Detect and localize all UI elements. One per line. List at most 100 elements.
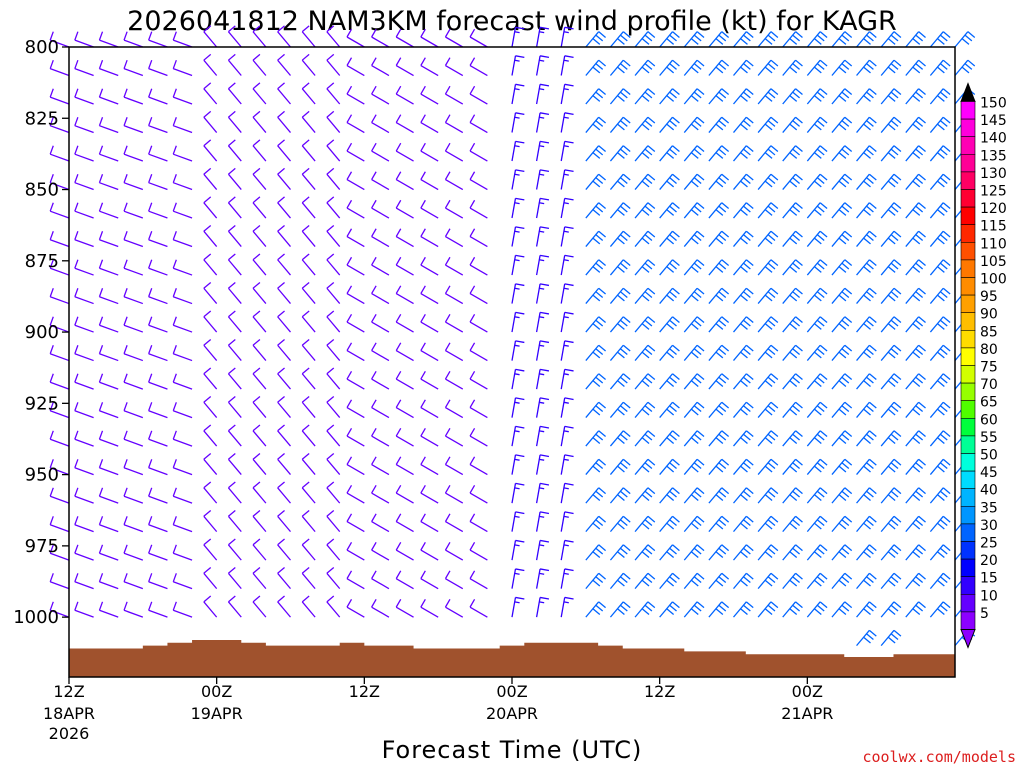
wind-barb — [905, 316, 926, 333]
wind-barb — [535, 340, 550, 361]
wind-barb — [420, 342, 439, 362]
wind-barb — [757, 230, 779, 247]
wind-barb — [371, 427, 390, 447]
wind-barb — [511, 482, 525, 504]
wind-barb — [733, 601, 754, 618]
wind-barb — [733, 344, 754, 361]
wind-barb — [444, 142, 464, 162]
x-tick-label: 00Z — [201, 682, 232, 701]
wind-barb — [905, 31, 926, 48]
wind-barb — [371, 142, 390, 162]
wind-barb — [905, 544, 926, 561]
wind-barb — [326, 53, 341, 76]
wind-barb — [683, 259, 705, 276]
wind-barb — [880, 88, 902, 105]
wind-barb — [395, 427, 414, 447]
wind-barb — [469, 370, 488, 390]
wind-barb — [634, 230, 656, 247]
colorbar-swatch — [960, 365, 976, 384]
wind-barb — [227, 196, 242, 219]
wind-barb — [49, 59, 70, 77]
wind-barb — [98, 202, 119, 219]
wind-barb — [905, 430, 926, 447]
wind-barb — [659, 230, 680, 247]
wind-barb — [49, 373, 70, 390]
wind-barb — [806, 344, 828, 361]
wind-barb — [929, 344, 951, 361]
wind-barb — [659, 515, 680, 533]
wind-barb — [733, 544, 754, 561]
wind-barb — [831, 287, 853, 304]
wind-barb — [609, 601, 631, 618]
wind-barb — [277, 510, 291, 533]
colorbar-swatch — [960, 505, 976, 525]
wind-barb — [74, 601, 94, 618]
wind-barb — [782, 31, 803, 48]
colorbar-swatch — [960, 118, 976, 137]
colorbar-swatch — [960, 558, 976, 577]
wind-barb — [806, 515, 828, 533]
wind-barb — [511, 140, 525, 162]
colorbar-swatch — [960, 593, 976, 613]
wind-barb — [301, 595, 316, 618]
wind-barb — [98, 487, 119, 504]
wind-barb — [733, 173, 754, 190]
y-tick-label: 900 — [25, 322, 59, 343]
wind-barb — [634, 344, 656, 361]
wind-barb — [203, 139, 218, 162]
wind-barb — [444, 199, 464, 219]
wind-barb — [733, 59, 754, 76]
wind-barb — [856, 173, 877, 190]
wind-barb — [252, 510, 267, 533]
wind-barb — [227, 567, 242, 590]
wind-barb — [831, 601, 853, 618]
wind-barb — [806, 59, 828, 76]
wind-barb — [856, 145, 877, 162]
wind-barb — [469, 427, 488, 447]
wind-barb — [782, 373, 803, 390]
wind-barb — [733, 401, 754, 419]
wind-barb — [371, 513, 390, 533]
x-tick-date: 21APR — [781, 704, 833, 723]
wind-barb — [708, 373, 730, 390]
colorbar-swatch — [960, 435, 976, 454]
wind-barb — [277, 25, 291, 48]
wind-barb — [929, 601, 951, 618]
wind-barb — [74, 145, 94, 162]
wind-barb — [252, 25, 267, 48]
wind-barb — [856, 373, 877, 390]
wind-barb — [346, 427, 365, 447]
wind-barb — [880, 259, 902, 276]
wind-barb — [757, 601, 779, 618]
wind-barb — [560, 55, 574, 76]
wind-barb — [634, 116, 656, 133]
wind-barb — [395, 142, 414, 162]
wind-barb — [708, 202, 730, 219]
wind-barb — [782, 88, 803, 105]
wind-barb — [659, 31, 680, 48]
wind-barb — [782, 202, 803, 219]
wind-barb — [326, 196, 341, 219]
wind-barb — [905, 287, 926, 304]
wind-barb — [371, 114, 390, 134]
wind-barb — [708, 230, 730, 247]
wind-barb — [301, 310, 316, 333]
wind-barb — [831, 430, 853, 447]
wind-barb — [634, 145, 656, 162]
wind-barb — [782, 287, 803, 304]
wind-barb — [346, 456, 365, 476]
wind-barb — [609, 145, 631, 162]
wind-barb — [148, 202, 168, 219]
colorbar-label: 100 — [980, 272, 1007, 288]
colorbar-swatch — [960, 171, 976, 190]
wind-barb — [203, 538, 218, 561]
wind-barb — [880, 458, 902, 476]
wind-barb — [560, 169, 574, 190]
wind-barb — [831, 230, 853, 247]
wind-barb — [98, 117, 119, 134]
wind-barb — [203, 196, 218, 219]
colorbar-swatch — [960, 206, 976, 226]
wind-barb — [346, 114, 365, 134]
wind-barb — [326, 510, 341, 533]
wind-barb — [856, 230, 877, 247]
